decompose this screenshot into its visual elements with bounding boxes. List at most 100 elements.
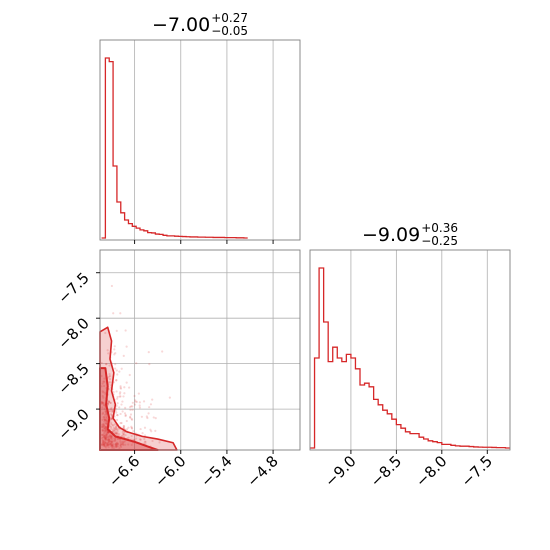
sample-point	[115, 329, 118, 332]
sample-point	[118, 433, 121, 436]
sample-point	[122, 440, 125, 443]
sample-point	[139, 427, 142, 431]
sample-point	[147, 412, 150, 415]
sample-point	[144, 440, 147, 444]
sample-point	[134, 399, 137, 402]
title-median: −9.09	[362, 224, 421, 246]
sample-point	[107, 400, 111, 403]
sample-point	[118, 370, 121, 373]
sample-point	[108, 364, 111, 367]
sample-point	[108, 434, 111, 437]
sample-point	[102, 402, 105, 405]
sample-point	[122, 426, 125, 430]
sample-point	[102, 441, 105, 444]
sample-point	[130, 427, 134, 430]
sample-point	[115, 418, 119, 422]
sample-point	[130, 405, 133, 408]
sample-point	[103, 434, 106, 438]
sample-point	[120, 403, 123, 406]
sample-point	[125, 345, 128, 348]
sample-point	[119, 443, 122, 446]
sample-point	[111, 444, 114, 447]
sample-point	[158, 441, 161, 444]
sample-point	[119, 386, 122, 389]
sample-point	[103, 429, 106, 433]
sample-point	[114, 367, 117, 370]
sample-point	[112, 429, 116, 432]
sample-point	[121, 410, 124, 413]
sample-point	[124, 433, 127, 437]
sample-point	[120, 445, 123, 449]
sample-point	[103, 380, 106, 383]
sample-point	[119, 387, 123, 390]
x-tick-label: −8.5	[367, 452, 405, 490]
sample-point	[125, 381, 128, 384]
sample-point	[116, 413, 119, 417]
sample-point	[119, 395, 122, 398]
sample-point	[103, 418, 107, 421]
sample-point	[114, 429, 117, 432]
sample-point	[103, 440, 106, 443]
sample-point	[104, 429, 107, 432]
sample-point	[122, 426, 126, 429]
sample-point	[113, 437, 116, 440]
sample-point	[102, 432, 106, 435]
sample-point	[102, 424, 106, 427]
sample-point	[100, 385, 103, 388]
sample-point	[149, 403, 153, 406]
sample-point	[105, 418, 109, 421]
sample-point	[115, 442, 118, 445]
sample-point	[108, 437, 111, 440]
sample-point	[101, 428, 104, 431]
sample-point	[114, 437, 117, 440]
sample-point	[114, 431, 118, 434]
sample-point	[103, 443, 106, 446]
axes-frame	[99, 249, 301, 451]
bottom-left-scatter-panel: −6.6 −6.0 −5.4 −4.8 −9.0 −8.5 −8.0 −7.5	[54, 249, 301, 491]
sample-point	[104, 433, 108, 436]
sample-point	[106, 349, 109, 352]
sample-point	[104, 436, 107, 440]
sample-point	[102, 380, 105, 383]
sample-point	[108, 374, 112, 378]
sample-point	[110, 406, 113, 410]
sample-point	[105, 415, 108, 418]
sample-point	[101, 423, 104, 426]
sample-point	[127, 436, 130, 439]
sample-point	[104, 409, 107, 412]
sample-point	[111, 444, 114, 447]
sample-point	[107, 431, 110, 434]
sample-point	[105, 435, 108, 438]
sample-point	[102, 440, 105, 443]
sample-point	[103, 436, 107, 439]
sample-point	[104, 425, 108, 429]
sample-point	[128, 386, 131, 389]
sample-point	[147, 351, 150, 354]
sample-point	[101, 439, 105, 442]
sample-point	[115, 443, 118, 446]
contour-outer	[99, 326, 178, 451]
sample-point	[106, 443, 109, 447]
sample-point	[115, 445, 118, 449]
sample-point	[122, 395, 125, 398]
x-tick-label: −9.0	[321, 452, 359, 490]
sample-point	[109, 442, 112, 445]
sample-point	[114, 444, 117, 447]
sample-point	[151, 439, 154, 443]
sample-point	[115, 443, 119, 446]
sample-point	[108, 378, 112, 381]
sample-point	[110, 444, 114, 447]
sample-point	[107, 442, 110, 445]
sample-point	[111, 446, 114, 450]
sample-point	[110, 410, 113, 413]
sample-point	[103, 413, 107, 416]
sample-point	[109, 434, 112, 438]
sample-point	[112, 426, 116, 430]
sample-point	[109, 435, 112, 438]
sample-point	[101, 433, 104, 436]
sample-point	[104, 438, 107, 441]
sample-point	[138, 404, 141, 407]
title-upper-error: +0.36	[421, 221, 459, 235]
sample-point	[114, 352, 117, 355]
sample-point	[134, 400, 137, 403]
